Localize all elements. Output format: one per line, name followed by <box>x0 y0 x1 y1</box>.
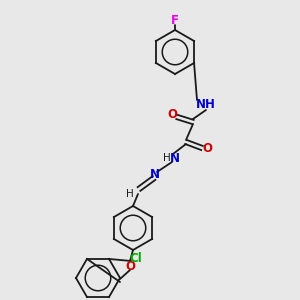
Text: H: H <box>163 153 171 163</box>
Text: H: H <box>126 189 134 199</box>
Text: NH: NH <box>196 98 216 112</box>
Text: O: O <box>167 109 177 122</box>
Text: O: O <box>125 260 135 272</box>
Text: O: O <box>202 142 212 154</box>
Text: F: F <box>171 14 179 28</box>
Text: N: N <box>170 152 180 164</box>
Text: Cl: Cl <box>130 251 142 265</box>
Text: N: N <box>150 169 160 182</box>
